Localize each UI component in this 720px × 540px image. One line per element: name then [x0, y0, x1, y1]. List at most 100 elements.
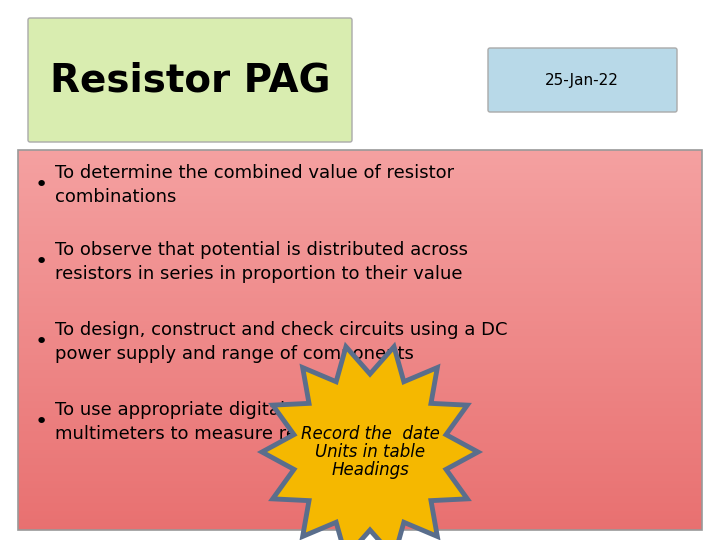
- Bar: [18, 386, 702, 389]
- Bar: [18, 222, 702, 226]
- Bar: [18, 207, 702, 211]
- Bar: [18, 333, 702, 336]
- Text: To design, construct and check circuits using a DC
power supply and range of com: To design, construct and check circuits …: [55, 321, 508, 363]
- Bar: [18, 211, 702, 214]
- Bar: [18, 249, 702, 253]
- Bar: [18, 500, 702, 503]
- Bar: [18, 465, 702, 469]
- Bar: [18, 397, 702, 401]
- Bar: [18, 325, 702, 329]
- Bar: [18, 367, 702, 370]
- Bar: [18, 484, 702, 488]
- Bar: [18, 230, 702, 234]
- Bar: [18, 253, 702, 256]
- Bar: [18, 427, 702, 431]
- Bar: [18, 238, 702, 241]
- Bar: [18, 477, 702, 481]
- Bar: [18, 241, 702, 245]
- Polygon shape: [262, 347, 478, 540]
- Bar: [18, 359, 702, 363]
- Bar: [18, 404, 702, 408]
- Bar: [18, 443, 702, 447]
- Bar: [18, 518, 702, 522]
- Bar: [18, 408, 702, 412]
- Bar: [18, 199, 702, 203]
- Text: Headings: Headings: [331, 461, 409, 479]
- Bar: [18, 496, 702, 500]
- Bar: [18, 287, 702, 291]
- Bar: [18, 192, 702, 195]
- Bar: [18, 450, 702, 454]
- Bar: [18, 158, 702, 161]
- Bar: [18, 169, 702, 173]
- Bar: [18, 355, 702, 359]
- Bar: [18, 458, 702, 462]
- Bar: [18, 188, 702, 192]
- Bar: [18, 447, 702, 450]
- Bar: [18, 503, 702, 507]
- Bar: [18, 363, 702, 367]
- Bar: [18, 389, 702, 393]
- Bar: [18, 203, 702, 207]
- FancyBboxPatch shape: [488, 48, 677, 112]
- Bar: [18, 329, 702, 333]
- Bar: [18, 469, 702, 473]
- Bar: [18, 431, 702, 435]
- Bar: [18, 298, 702, 302]
- Bar: [18, 374, 702, 378]
- Text: •: •: [35, 412, 48, 432]
- Bar: [18, 507, 702, 511]
- Text: To observe that potential is distributed across
resistors in series in proportio: To observe that potential is distributed…: [55, 241, 468, 283]
- Bar: [18, 180, 702, 184]
- Bar: [18, 268, 702, 272]
- Bar: [18, 522, 702, 526]
- Bar: [18, 336, 702, 340]
- Bar: [18, 462, 702, 465]
- Bar: [18, 306, 702, 309]
- Bar: [18, 264, 702, 268]
- Bar: [18, 245, 702, 249]
- Bar: [18, 150, 702, 154]
- Bar: [18, 340, 702, 344]
- Bar: [18, 150, 702, 530]
- Bar: [18, 256, 702, 260]
- Bar: [18, 492, 702, 496]
- Text: 25-Jan-22: 25-Jan-22: [545, 72, 619, 87]
- Bar: [18, 382, 702, 386]
- Bar: [18, 511, 702, 515]
- Text: •: •: [35, 175, 48, 195]
- Bar: [18, 393, 702, 397]
- Bar: [18, 291, 702, 294]
- Bar: [18, 416, 702, 420]
- Bar: [18, 234, 702, 238]
- Bar: [18, 154, 702, 158]
- Bar: [18, 348, 702, 352]
- Bar: [18, 161, 702, 165]
- Bar: [18, 272, 702, 275]
- Text: •: •: [35, 252, 48, 272]
- Bar: [18, 420, 702, 423]
- Bar: [18, 279, 702, 283]
- Bar: [18, 177, 702, 180]
- Bar: [18, 412, 702, 416]
- Bar: [18, 294, 702, 298]
- Bar: [18, 352, 702, 355]
- Bar: [18, 423, 702, 427]
- Bar: [18, 309, 702, 313]
- Bar: [18, 370, 702, 374]
- Bar: [18, 401, 702, 404]
- Text: To use appropriate digital meters including
multimeters to measure resistance: To use appropriate digital meters includ…: [55, 401, 442, 443]
- Bar: [18, 454, 702, 458]
- Bar: [18, 165, 702, 169]
- Bar: [18, 214, 702, 218]
- Bar: [18, 302, 702, 306]
- Bar: [18, 275, 702, 279]
- Bar: [18, 439, 702, 443]
- Bar: [18, 378, 702, 382]
- Bar: [18, 344, 702, 348]
- Text: Record the  date: Record the date: [300, 425, 439, 443]
- Bar: [18, 260, 702, 264]
- Bar: [18, 526, 702, 530]
- FancyBboxPatch shape: [28, 18, 352, 142]
- Text: To determine the combined value of resistor
combinations: To determine the combined value of resis…: [55, 164, 454, 206]
